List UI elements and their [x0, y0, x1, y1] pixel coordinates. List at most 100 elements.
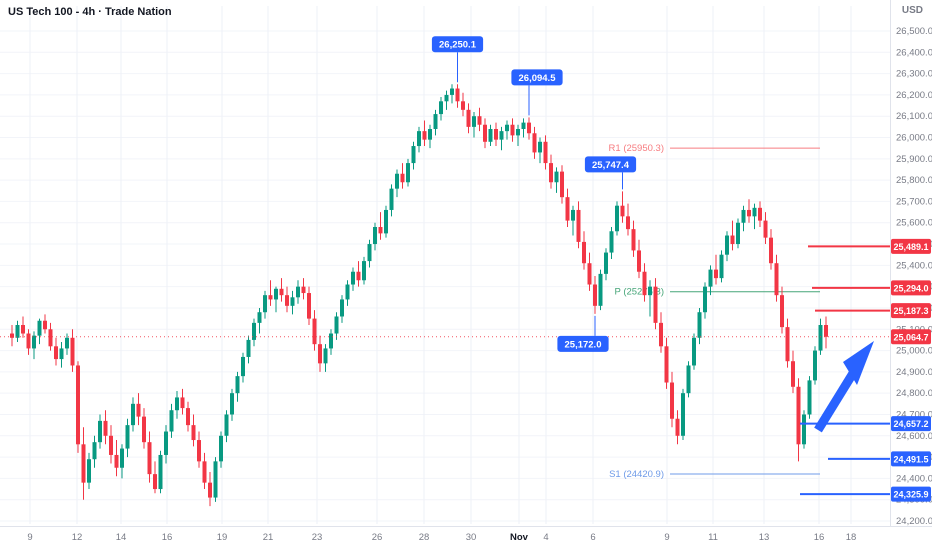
svg-text:26,094.5: 26,094.5	[519, 73, 557, 84]
candle	[334, 316, 339, 334]
candle	[604, 252, 608, 274]
candle	[10, 333, 14, 338]
candle	[499, 131, 504, 140]
candle	[549, 163, 553, 183]
candle	[329, 333, 333, 349]
candle	[65, 337, 69, 349]
candle	[609, 231, 614, 253]
time-axis-label: 18	[846, 532, 857, 543]
candle	[477, 116, 482, 125]
time-axis-label: Nov	[510, 532, 529, 543]
candle	[279, 288, 284, 296]
candle	[598, 273, 603, 306]
candle	[219, 435, 223, 462]
candle	[813, 350, 817, 381]
candle	[263, 295, 267, 313]
price-axis-label: 25,600.0	[896, 218, 932, 229]
candle	[54, 346, 58, 360]
candle	[461, 101, 465, 110]
svg-text:25,294.0: 25,294.0	[893, 283, 928, 293]
candle	[98, 420, 102, 443]
price-axis-badge: 24,491.5	[891, 451, 931, 467]
candle	[103, 420, 108, 436]
price-axis-badge: 25,187.3	[891, 303, 931, 319]
candle	[43, 320, 47, 330]
price-axis-label: 24,700.0	[896, 409, 932, 420]
candle	[626, 216, 630, 230]
candle	[483, 124, 487, 142]
price-axis-badge: 24,325.9	[891, 486, 931, 502]
candle	[400, 173, 405, 183]
time-axis-label: 28	[419, 532, 430, 543]
candle	[802, 414, 806, 445]
candle	[818, 325, 823, 351]
candle	[70, 337, 75, 366]
candle	[466, 109, 471, 127]
svg-text:26,250.1: 26,250.1	[439, 40, 477, 51]
candle	[758, 207, 762, 221]
time-axis-label: 13	[759, 532, 770, 543]
symbol-legend[interactable]: US Tech 100 - 4h · Trade Nation	[8, 6, 172, 18]
candle	[780, 295, 784, 328]
candle	[527, 122, 531, 134]
svg-text:25,747.4: 25,747.4	[592, 160, 630, 171]
candle	[725, 235, 729, 255]
candle	[197, 440, 201, 462]
candle	[752, 207, 757, 217]
time-axis-label: 19	[217, 532, 228, 543]
candle	[15, 325, 20, 338]
candle	[37, 320, 42, 336]
candles-layer	[10, 84, 828, 507]
candle	[158, 454, 163, 490]
candle	[620, 205, 625, 217]
time-axis-label: 30	[466, 532, 477, 543]
price-axis-label: 24,400.0	[896, 473, 932, 484]
candle	[224, 414, 229, 436]
time-axis-label: 9	[664, 532, 669, 543]
candle	[521, 122, 526, 129]
pivot-levels-layer: R1 (25950.3) P (25276.3) S1 (24420.9)	[609, 143, 820, 480]
candle	[571, 209, 575, 221]
candle	[576, 209, 581, 242]
candle	[340, 299, 344, 317]
candle	[807, 380, 812, 415]
price-flag: 26,094.5	[511, 69, 563, 116]
candle	[675, 418, 680, 436]
candle	[169, 410, 174, 432]
candle	[285, 295, 289, 306]
pivot-level-label: S1 (24420.9)	[609, 469, 664, 480]
price-axis-label: 26,400.0	[896, 47, 932, 58]
candle	[208, 482, 212, 498]
candle	[252, 322, 256, 340]
candle	[455, 88, 460, 102]
level-lines-layer	[0, 245, 890, 496]
time-axis[interactable]	[0, 526, 890, 550]
candle	[637, 250, 641, 272]
candle	[351, 271, 355, 285]
candle	[312, 318, 317, 345]
candle	[114, 454, 119, 468]
pivot-level: P (25276.3)	[615, 287, 820, 298]
candle	[648, 286, 652, 296]
price-axis-label: 26,500.0	[896, 26, 932, 37]
price-axis-badge: 25,489.1	[891, 238, 931, 254]
annotations-layer: 26,250.1 26,094.5 25,747.4 25,172.0	[431, 36, 637, 352]
candle	[439, 101, 443, 115]
candle	[395, 173, 399, 189]
candle	[785, 327, 790, 362]
candle	[714, 269, 718, 279]
price-axis-label: 24,800.0	[896, 388, 932, 399]
trend-arrow[interactable]	[814, 341, 874, 433]
time-axis-label: 16	[162, 532, 173, 543]
candle	[444, 94, 449, 102]
price-axis[interactable]	[890, 0, 932, 526]
candle	[21, 325, 25, 334]
candle	[378, 227, 383, 234]
candle	[560, 171, 564, 198]
time-axis-label: 9	[27, 532, 32, 543]
candle	[796, 386, 801, 445]
candle	[356, 271, 361, 281]
svg-text:25,187.3: 25,187.3	[893, 306, 928, 316]
pivot-level-label: R1 (25950.3)	[609, 143, 664, 154]
